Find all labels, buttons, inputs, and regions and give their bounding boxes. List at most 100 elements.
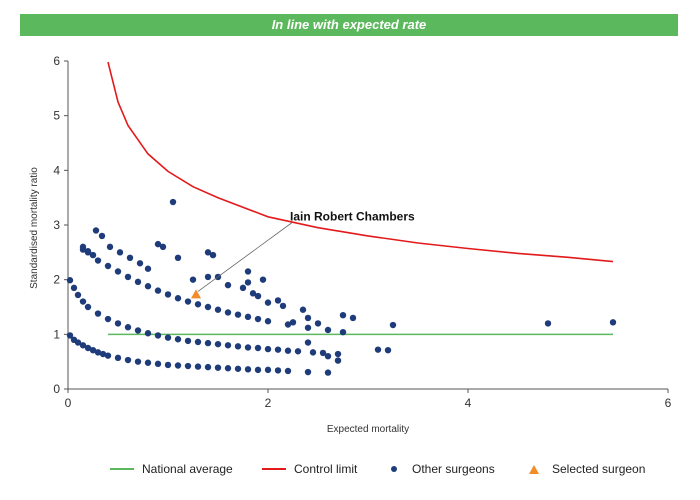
surgeon-point: [304, 314, 312, 322]
legend-label: Selected surgeon: [552, 462, 646, 476]
y-tick-label: 4: [53, 163, 60, 177]
y-axis-label: Standardised mortality ratio: [29, 167, 40, 289]
surgeon-point: [239, 284, 247, 292]
surgeon-point: [106, 243, 114, 251]
surgeon-point: [204, 273, 212, 281]
surgeon-point: [234, 343, 242, 350]
surgeon-point: [194, 363, 202, 370]
surgeon-point: [164, 361, 172, 369]
surgeon-point: [79, 342, 87, 349]
legend-item-selected-surgeon[interactable]: Selected surgeon: [529, 459, 645, 479]
legend-label: National average: [142, 462, 233, 476]
surgeon-point: [66, 277, 74, 284]
surgeon-point: [249, 290, 257, 297]
surgeon-point: [98, 232, 106, 240]
surgeon-point: [92, 227, 100, 234]
x-tick-label: 4: [465, 396, 472, 410]
legend-item-other-surgeons[interactable]: Other surgeons: [391, 459, 495, 479]
surgeon-point: [349, 314, 357, 322]
surgeon-point: [154, 240, 162, 248]
legend-dot-icon: [391, 466, 397, 472]
surgeon-point: [66, 332, 74, 339]
surgeon-point: [144, 283, 152, 290]
legend-item-national-average[interactable]: National average: [110, 459, 233, 479]
surgeon-point: [244, 279, 252, 286]
surgeon-point: [309, 349, 317, 356]
surgeon-point: [284, 321, 292, 328]
x-tick-label: 6: [665, 396, 672, 410]
surgeon-point: [339, 328, 347, 336]
y-tick-label: 6: [53, 54, 60, 68]
surgeon-point: [174, 254, 182, 261]
surgeon-point: [114, 320, 122, 327]
surgeon-point: [264, 366, 272, 374]
surgeon-point: [284, 347, 292, 354]
surgeon-point: [304, 324, 312, 331]
legend-triangle-icon: [529, 464, 539, 474]
surgeon-point: [74, 339, 82, 346]
surgeon-point: [154, 360, 162, 368]
surgeon-point: [289, 319, 297, 326]
surgeon-point: [134, 358, 142, 365]
legend-label: Control limit: [294, 462, 358, 476]
surgeon-point: [114, 354, 122, 362]
surgeon-point: [94, 310, 102, 317]
surgeon-point: [144, 359, 152, 366]
surgeon-point: [314, 320, 322, 327]
surgeon-point: [184, 298, 192, 305]
y-tick-label: 0: [53, 382, 60, 396]
surgeon-point: [224, 281, 232, 289]
surgeon-point: [279, 302, 287, 310]
surgeon-point: [204, 339, 212, 347]
y-tick-label: 2: [53, 273, 60, 287]
surgeon-point: [209, 251, 217, 259]
surgeon-point: [244, 268, 252, 275]
surgeon-point: [169, 198, 177, 206]
surgeon-point: [134, 327, 142, 334]
y-tick-label: 5: [53, 109, 60, 123]
surgeon-point: [89, 346, 97, 354]
surgeon-point: [174, 362, 182, 369]
surgeon-point: [254, 315, 262, 323]
surgeon-point: [214, 306, 222, 313]
surgeon-point: [144, 330, 152, 337]
surgeon-point: [224, 365, 232, 372]
surgeon-point: [254, 292, 262, 300]
surgeon-point: [204, 249, 212, 256]
surgeon-point: [89, 251, 97, 259]
banner-title: In line with expected rate: [271, 17, 427, 32]
surgeon-point: [284, 367, 292, 375]
legend-line-red-icon: [262, 468, 286, 470]
surgeon-point: [84, 249, 92, 256]
surgeon-point: [274, 297, 282, 304]
y-tick-label: 3: [53, 218, 60, 232]
surgeon-point: [154, 332, 162, 339]
surgeon-point: [544, 320, 552, 327]
surgeon-point: [294, 348, 302, 355]
surgeon-point: [214, 364, 222, 371]
surgeon-point: [204, 363, 212, 371]
surgeon-point: [214, 340, 222, 348]
surgeon-point: [104, 315, 112, 323]
surgeon-point: [70, 284, 78, 292]
surgeon-point: [116, 249, 124, 256]
legend-item-control-limit[interactable]: Control limit: [262, 459, 357, 479]
surgeon-point: [339, 312, 347, 319]
surgeon-point: [134, 278, 142, 286]
surgeon-point: [224, 309, 232, 316]
surgeon-point: [84, 344, 92, 352]
surgeon-point: [164, 291, 172, 298]
legend-label: Other surgeons: [412, 462, 495, 476]
surgeon-point: [124, 273, 132, 281]
surgeon-point: [324, 326, 332, 334]
surgeon-point: [274, 346, 282, 353]
surgeon-point: [324, 369, 332, 376]
surgeon-point: [124, 356, 132, 364]
plot-points: [66, 198, 617, 376]
surgeon-point: [234, 311, 242, 318]
control-limit-line: [107, 61, 614, 263]
surgeon-point: [94, 257, 102, 264]
surgeon-point: [334, 350, 342, 358]
surgeon-point: [104, 352, 112, 359]
surgeon-point: [374, 346, 382, 353]
